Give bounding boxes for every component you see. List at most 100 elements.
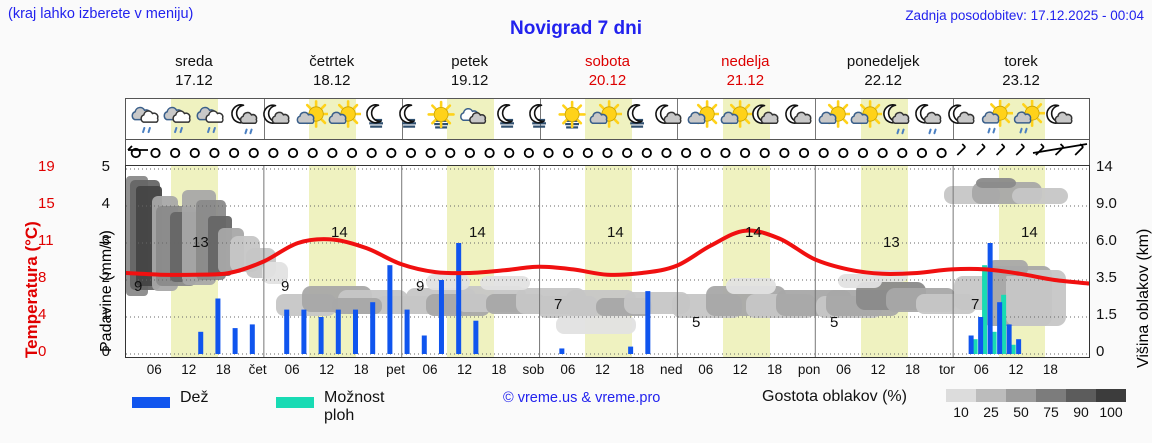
time-tick: 18: [629, 362, 645, 377]
density-swatch-90: [1066, 389, 1096, 402]
temp-min-label: 7: [554, 296, 563, 313]
day-header-3: sobota 20.12: [539, 52, 677, 90]
showers-color-swatch: [276, 397, 314, 408]
tempticks-0: 19: [38, 158, 55, 175]
weather-icon-sun-cloud: [848, 100, 883, 140]
time-tick: 18: [215, 362, 231, 377]
tempticks-5: 0: [38, 343, 47, 360]
cloudticks-1: 9.0: [1096, 195, 1117, 212]
temp-peak-label: 14: [607, 224, 624, 241]
temp-peak-label: 14: [745, 224, 762, 241]
wind-barbs: [126, 140, 1089, 165]
day-name: četrtek: [309, 53, 355, 70]
showers-legend-label: Možnost ploh: [324, 389, 385, 424]
time-tick: 18: [767, 362, 783, 377]
day-date: 17.12: [175, 72, 213, 89]
day-date: 20.12: [588, 72, 627, 89]
day-name: petek: [451, 53, 488, 70]
density-tick-100: 100: [1099, 404, 1123, 420]
time-tick: 18: [353, 362, 369, 377]
time-tick: 06: [973, 362, 989, 377]
time-tick: 18: [491, 362, 507, 377]
precipticks-0: 5: [101, 158, 110, 175]
time-tick: 12: [181, 362, 197, 377]
meteogram-plot: 1314141414131499975578: [125, 165, 1090, 358]
weather-icon-sun-cloud: [587, 100, 622, 140]
day-name: torek: [1004, 53, 1038, 70]
day-name: nedelja: [721, 53, 770, 70]
temp-peak-label: 14: [1021, 224, 1038, 241]
tempticks-4: 4: [38, 306, 47, 323]
wind-barb-band: [125, 140, 1090, 165]
time-tick: pet: [386, 362, 405, 377]
weather-icon-sun-mist: [555, 100, 589, 140]
weather-icon-moon-cloud: [653, 100, 687, 140]
weather-icon-sun-cloud-rain: [1011, 100, 1046, 140]
weather-icon-band: [125, 98, 1090, 140]
tempticks-1: 15: [38, 195, 55, 212]
weather-icon-cloud-rain: [196, 100, 230, 140]
temp-min-label: 9: [416, 278, 425, 295]
weather-icon-sun-cloud: [294, 100, 329, 140]
cloudticks-3: 3.5: [1096, 269, 1117, 286]
precipticks-1: 4: [101, 195, 110, 212]
daylight-shade: [447, 166, 495, 357]
density-swatch-100: [1096, 389, 1126, 402]
time-tick: ned: [659, 362, 683, 377]
day-separator: [263, 99, 265, 139]
cloud-density-legend-label: Gostota oblakov (%): [762, 388, 907, 405]
weather-icon-moon-mist: [359, 100, 393, 140]
precipticks-4: 1: [101, 306, 110, 323]
cloud-height-axis-title: Višina oblakov (km): [1135, 228, 1152, 368]
density-tick-90: 90: [1073, 404, 1089, 420]
day-name: ponedeljek: [846, 53, 920, 70]
copyright-link[interactable]: © vreme.us & vreme.pro: [503, 390, 661, 406]
location-menu-note: (kraj lahko izberete v meniju): [8, 6, 194, 22]
day-date: 19.12: [450, 72, 489, 89]
day-date: 22.12: [864, 72, 902, 89]
weather-icon-moon-cloud: [946, 100, 980, 140]
weather-icon-moon-mist: [392, 100, 426, 140]
temp-min-label: 9: [281, 278, 290, 295]
temp-min-label: 5: [692, 314, 701, 331]
weather-icon-sun-cloud: [326, 100, 361, 140]
last-updated-label: Zadnja posodobitev: 17.12.2025 - 00:04: [905, 8, 1144, 23]
weather-icon-moon-mist: [620, 100, 654, 140]
density-tick-75: 75: [1043, 404, 1059, 420]
cloud-density-scale: [946, 389, 1126, 402]
cloudticks-4: 1.5: [1096, 306, 1117, 323]
time-tick: 12: [870, 362, 886, 377]
precipticks-5: 0: [101, 343, 110, 360]
daylight-shade: [860, 166, 908, 357]
time-tick: 12: [456, 362, 472, 377]
weather-icon-moon-cloud-rain: [881, 100, 915, 140]
time-tick: tor: [939, 362, 955, 377]
density-tick-50: 50: [1013, 404, 1029, 420]
density-tick-10: 10: [953, 404, 969, 420]
weather-icon-cloud-rain: [163, 100, 197, 140]
weather-icon-moon-cloud-rain: [913, 100, 947, 140]
time-tick: 12: [319, 362, 335, 377]
weather-icon-sun-cloud-rain: [979, 100, 1013, 140]
precipticks-2: 3: [101, 232, 110, 249]
temp-min-label: 5: [830, 314, 839, 331]
time-tick: 06: [284, 362, 300, 377]
temp-min-label: 9: [134, 278, 143, 295]
weather-icon-moon-cloud-rain: [229, 100, 263, 140]
weather-icon-moon-mist: [522, 100, 556, 140]
day-date: 21.12: [726, 72, 765, 89]
tempticks-3: 8: [38, 269, 47, 286]
weather-icon-moon-cloud: [783, 100, 817, 140]
weather-icon-sun-cloud: [718, 100, 752, 140]
time-tick: 12: [1008, 362, 1024, 377]
weather-icon-cloud-rain: [131, 100, 165, 140]
weather-icon-sun-cloud: [816, 100, 850, 140]
weather-icon-moon-cloud: [750, 100, 784, 140]
rain-legend-label: Dež: [180, 389, 209, 406]
tempticks-2: 11: [38, 232, 54, 249]
temp-peak-label: 13: [883, 234, 900, 251]
weather-icon-sun-cloud: [685, 100, 720, 140]
daylight-shade: [722, 166, 770, 357]
time-tick: 06: [836, 362, 852, 377]
temp-peak-label: 13: [192, 234, 209, 251]
